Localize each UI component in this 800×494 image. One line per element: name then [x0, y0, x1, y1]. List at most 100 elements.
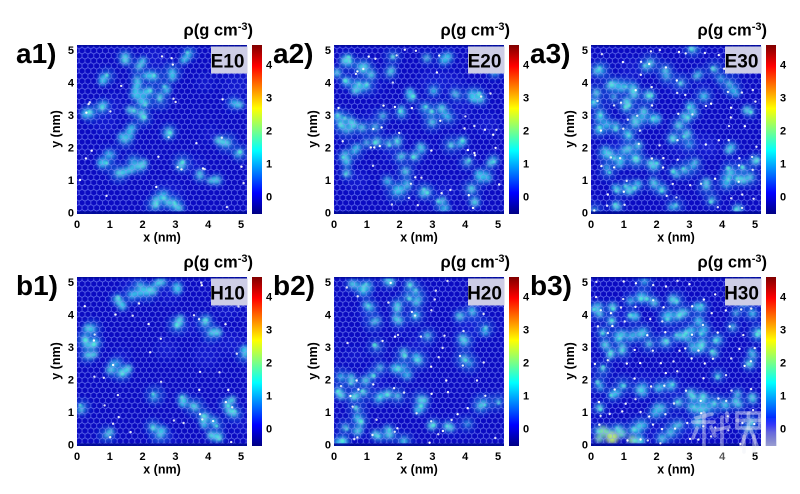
svg-text:2: 2: [654, 219, 660, 231]
svg-text:5: 5: [752, 451, 758, 463]
svg-text:5: 5: [582, 277, 588, 289]
svg-text:2: 2: [325, 143, 331, 155]
svg-text:x (nm): x (nm): [400, 230, 438, 244]
svg-text:0: 0: [266, 424, 272, 436]
svg-text:y (nm): y (nm): [306, 342, 320, 380]
svg-text:3: 3: [266, 93, 272, 105]
svg-text:3: 3: [325, 342, 331, 354]
svg-text:3: 3: [172, 451, 178, 463]
svg-text:1: 1: [364, 219, 370, 231]
svg-text:ρ(g cm-3): ρ(g cm-3): [698, 253, 768, 272]
svg-text:2: 2: [325, 375, 331, 387]
svg-text:3: 3: [523, 324, 529, 336]
svg-text:4: 4: [325, 310, 332, 322]
svg-text:4: 4: [719, 219, 726, 231]
svg-text:3: 3: [686, 451, 692, 463]
svg-text:3: 3: [429, 219, 435, 231]
svg-text:3: 3: [582, 110, 588, 122]
svg-text:4: 4: [266, 59, 273, 71]
svg-text:H10: H10: [210, 284, 245, 305]
svg-text:a2): a2): [273, 38, 313, 69]
svg-text:0: 0: [523, 424, 529, 436]
svg-text:4: 4: [462, 219, 469, 231]
svg-text:1: 1: [582, 175, 588, 187]
svg-text:4: 4: [205, 451, 212, 463]
svg-text:5: 5: [68, 277, 74, 289]
svg-text:3: 3: [266, 324, 272, 336]
svg-text:4: 4: [582, 310, 589, 322]
svg-text:3: 3: [68, 342, 74, 354]
svg-text:0: 0: [331, 219, 337, 231]
svg-text:0: 0: [266, 192, 272, 204]
svg-text:1: 1: [621, 219, 627, 231]
svg-text:1: 1: [325, 407, 331, 419]
svg-text:1: 1: [780, 391, 786, 403]
svg-text:4: 4: [68, 310, 75, 322]
svg-text:x (nm): x (nm): [400, 462, 438, 476]
svg-text:0: 0: [780, 424, 786, 436]
svg-text:b3): b3): [530, 270, 572, 301]
svg-text:1: 1: [364, 451, 370, 463]
svg-text:H30: H30: [724, 284, 759, 305]
svg-text:1: 1: [780, 159, 786, 171]
svg-text:4: 4: [523, 291, 530, 303]
svg-text:5: 5: [238, 451, 244, 463]
svg-text:2: 2: [397, 219, 403, 231]
svg-text:2: 2: [266, 126, 272, 138]
svg-text:2: 2: [523, 358, 529, 370]
svg-text:1: 1: [621, 451, 627, 463]
svg-text:x (nm): x (nm): [657, 230, 695, 244]
svg-text:0: 0: [588, 451, 594, 463]
svg-text:4: 4: [719, 451, 726, 463]
svg-text:0: 0: [582, 208, 588, 220]
svg-text:3: 3: [780, 324, 786, 336]
svg-text:y (nm): y (nm): [563, 110, 577, 148]
svg-text:ρ(g cm-3): ρ(g cm-3): [184, 253, 254, 272]
svg-text:a3): a3): [530, 38, 570, 69]
svg-text:ρ(g cm-3): ρ(g cm-3): [441, 21, 511, 40]
svg-text:2: 2: [266, 358, 272, 370]
svg-text:0: 0: [780, 192, 786, 204]
svg-text:2: 2: [780, 126, 786, 138]
svg-text:4: 4: [780, 59, 787, 71]
svg-text:0: 0: [523, 192, 529, 204]
svg-text:1: 1: [266, 391, 272, 403]
svg-text:0: 0: [74, 451, 80, 463]
svg-text:0: 0: [68, 208, 74, 220]
svg-text:2: 2: [68, 375, 74, 387]
svg-text:3: 3: [582, 342, 588, 354]
svg-text:3: 3: [172, 219, 178, 231]
svg-text:0: 0: [588, 219, 594, 231]
svg-text:3: 3: [780, 93, 786, 105]
svg-text:5: 5: [238, 219, 244, 231]
svg-text:4: 4: [523, 59, 530, 71]
svg-text:5: 5: [495, 219, 501, 231]
svg-text:x (nm): x (nm): [657, 462, 695, 476]
svg-text:1: 1: [266, 159, 272, 171]
svg-text:3: 3: [68, 110, 74, 122]
svg-text:2: 2: [582, 143, 588, 155]
svg-text:4: 4: [780, 291, 787, 303]
svg-text:5: 5: [325, 277, 331, 289]
svg-text:0: 0: [68, 440, 74, 452]
svg-text:y (nm): y (nm): [49, 110, 63, 148]
svg-text:1: 1: [107, 219, 113, 231]
svg-text:E30: E30: [725, 52, 759, 73]
svg-text:1: 1: [523, 391, 529, 403]
svg-text:2: 2: [654, 451, 660, 463]
svg-text:5: 5: [325, 45, 331, 57]
svg-text:2: 2: [140, 451, 146, 463]
svg-text:2: 2: [68, 143, 74, 155]
svg-text:y (nm): y (nm): [49, 342, 63, 380]
svg-text:3: 3: [325, 110, 331, 122]
svg-text:y (nm): y (nm): [563, 342, 577, 380]
svg-text:3: 3: [686, 219, 692, 231]
svg-text:2: 2: [397, 451, 403, 463]
svg-text:0: 0: [325, 440, 331, 452]
svg-text:1: 1: [68, 175, 74, 187]
svg-text:4: 4: [582, 78, 589, 90]
svg-text:b2): b2): [273, 270, 315, 301]
svg-text:b1): b1): [16, 270, 58, 301]
svg-text:x (nm): x (nm): [143, 462, 181, 476]
svg-text:2: 2: [780, 358, 786, 370]
